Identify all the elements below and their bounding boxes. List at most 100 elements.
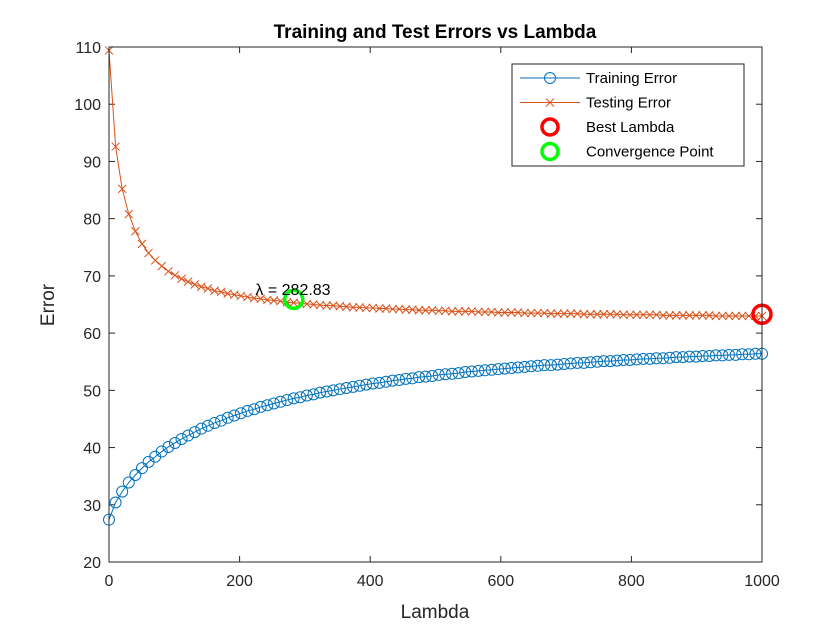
- training-error-point: [261, 399, 274, 412]
- training-error-point: [624, 354, 637, 367]
- training-error-point: [155, 445, 168, 458]
- x-marker-stroke: [117, 184, 127, 194]
- x-marker-stroke: [460, 307, 470, 316]
- x-marker-stroke: [447, 307, 457, 316]
- testing-error-point: [460, 307, 470, 316]
- testing-error-point: [520, 308, 529, 318]
- x-marker-stroke: [678, 311, 688, 320]
- training-error-point: [591, 355, 604, 368]
- y-tick-label: 70: [83, 269, 101, 286]
- testing-error-point: [196, 282, 206, 292]
- x-marker-stroke: [566, 309, 576, 319]
- x-marker-stroke: [454, 307, 463, 316]
- training-error-point: [333, 383, 346, 396]
- testing-error-point: [348, 303, 358, 312]
- convergence-point-marker: [282, 288, 305, 311]
- training-error-point: [518, 360, 531, 373]
- training-error-point: [643, 352, 656, 365]
- x-marker-stroke: [545, 98, 555, 107]
- testing-error-point: [698, 311, 707, 320]
- x-marker-stroke: [190, 280, 200, 289]
- x-marker-stroke: [625, 310, 635, 320]
- training-error-point: [327, 384, 340, 397]
- training-error-point: [544, 359, 557, 372]
- training-error-point: [465, 365, 478, 378]
- x-marker-stroke: [388, 304, 397, 314]
- testing-error-point: [117, 184, 127, 194]
- y-tick-label: 80: [83, 212, 101, 229]
- training-error-point: [498, 362, 511, 375]
- x-tick-label: 800: [618, 573, 645, 590]
- x-marker-stroke: [414, 305, 424, 315]
- testing-error-point: [619, 310, 628, 320]
- training-error-point: [703, 350, 716, 362]
- training-error-point: [353, 379, 366, 392]
- testing-error-point: [566, 309, 576, 319]
- x-marker-stroke: [216, 287, 226, 297]
- testing-error-point: [553, 309, 562, 319]
- training-error-point: [663, 351, 676, 364]
- x-marker-stroke: [718, 311, 727, 321]
- testing-error-point: [625, 310, 635, 320]
- testing-error-point: [691, 311, 701, 320]
- testing-error-point: [150, 256, 160, 265]
- testing-error-point: [533, 308, 543, 318]
- x-marker-stroke: [737, 311, 747, 321]
- testing-error-point: [144, 248, 153, 258]
- x-marker-stroke: [427, 305, 437, 315]
- training-error-point: [630, 353, 643, 366]
- testing-error-point: [454, 307, 463, 316]
- training-error-point: [505, 362, 518, 375]
- y-tick-label: 100: [74, 97, 101, 114]
- training-error-point: [380, 375, 393, 388]
- x-tick-label: 400: [357, 573, 384, 590]
- x-marker-stroke: [559, 309, 569, 319]
- x-marker-stroke: [691, 311, 701, 320]
- x-marker-stroke: [579, 309, 589, 319]
- x-marker-stroke: [605, 309, 615, 319]
- training-error-point: [690, 350, 703, 363]
- convergence-annotation: λ = 282.83: [255, 282, 330, 299]
- training-error-point: [478, 364, 491, 377]
- testing-error-point: [711, 311, 721, 321]
- testing-error-point: [375, 304, 384, 313]
- x-marker-stroke: [137, 239, 147, 249]
- training-error-point: [320, 385, 333, 398]
- testing-error-point: [579, 309, 589, 319]
- x-marker-stroke: [474, 307, 483, 317]
- legend-entry-convergence-point: Convergence Point: [540, 141, 714, 162]
- testing-error-point: [183, 277, 193, 286]
- training-error-point: [314, 386, 327, 399]
- x-marker-stroke: [144, 248, 153, 258]
- testing-error-point: [493, 308, 503, 317]
- y-tick-label: 40: [83, 441, 101, 458]
- x-marker-stroke: [698, 311, 707, 320]
- testing-error-point: [164, 266, 173, 276]
- legend-marker: [540, 117, 560, 137]
- training-error-point: [366, 377, 379, 390]
- x-marker-stroke: [632, 310, 642, 320]
- x-marker-stroke: [203, 284, 213, 293]
- y-tick-label: 50: [83, 383, 101, 400]
- legend-entry-testing-error: Testing Error: [520, 95, 671, 112]
- training-error-point: [294, 391, 307, 404]
- legend-entry-best-lambda: Best Lambda: [540, 117, 675, 137]
- x-marker-stroke: [361, 303, 371, 313]
- x-marker-stroke: [401, 305, 411, 315]
- training-error-point: [254, 400, 267, 413]
- x-marker-stroke: [507, 308, 516, 317]
- training-error-point: [188, 426, 201, 439]
- training-error-point: [736, 348, 749, 361]
- legend: Training Error Testing Error Best Lambda Co…: [511, 63, 745, 167]
- testing-error-point: [737, 311, 747, 321]
- x-marker-stroke: [131, 226, 140, 236]
- training-error-point: [716, 349, 729, 362]
- training-error-point: [446, 367, 459, 380]
- x-marker-stroke: [665, 311, 675, 320]
- testing-error-point: [480, 307, 490, 317]
- legend-label: Best Lambda: [586, 119, 675, 136]
- training-error-point: [201, 419, 214, 432]
- testing-error-point: [137, 239, 147, 249]
- training-error-point: [472, 364, 485, 377]
